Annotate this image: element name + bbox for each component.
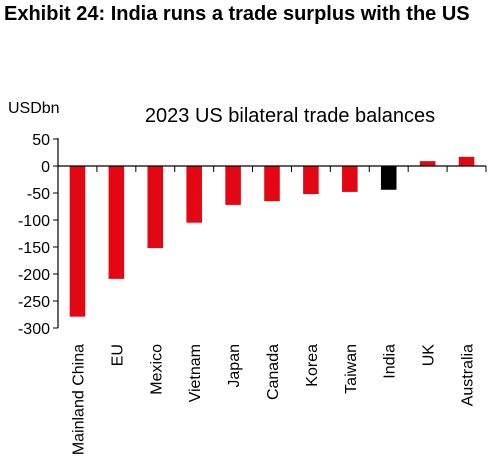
- y-tick-label: -300: [18, 321, 50, 338]
- category-label-australia: Australia: [460, 344, 477, 406]
- category-label-japan: Japan: [226, 344, 243, 388]
- y-tick-label: -50: [27, 186, 50, 203]
- category-label-vietnam: Vietnam: [187, 344, 204, 402]
- y-tick-label: 50: [32, 132, 50, 149]
- bars-layer: [69, 156, 475, 317]
- category-label-canada: Canada: [265, 344, 282, 400]
- bar-mexico: [147, 166, 164, 249]
- bar-uk: [419, 161, 436, 166]
- bar-japan: [225, 166, 241, 205]
- category-label-mexico: Mexico: [148, 344, 165, 395]
- bar-eu: [108, 166, 125, 279]
- bar-korea: [303, 166, 319, 195]
- category-label-eu: EU: [109, 344, 126, 366]
- x-tick-labels: Mainland China EU Mexico Vietnam Japan Canada…: [70, 344, 476, 456]
- category-label-mainland-china: Mainland China: [70, 344, 87, 455]
- category-label-taiwan: Taiwan: [343, 344, 360, 394]
- y-tick-label: -250: [18, 294, 50, 311]
- y-tick-label: -150: [18, 240, 50, 257]
- y-tick-label: 0: [41, 159, 50, 176]
- category-label-korea: Korea: [304, 344, 321, 387]
- y-tick-label: -100: [18, 213, 50, 230]
- bar-australia: [458, 156, 475, 166]
- y-axis-unit-label: USDbn: [8, 100, 60, 117]
- chart-title: 2023 US bilateral trade balances: [145, 105, 435, 127]
- bar-taiwan: [342, 166, 358, 192]
- bar-vietnam: [186, 166, 202, 223]
- category-label-uk: UK: [421, 344, 438, 367]
- y-tick-label: -200: [18, 267, 50, 284]
- y-tick-labels: 50 0 -50 -100 -150 -200 -250 -300: [18, 132, 50, 338]
- category-label-india: India: [382, 344, 399, 379]
- axes-layer: [53, 138, 487, 329]
- exhibit-title: Exhibit 24: India runs a trade surplus w…: [4, 3, 470, 25]
- bar-india: [380, 166, 397, 190]
- bar-canada: [264, 166, 280, 202]
- bar-mainland-china: [69, 166, 86, 317]
